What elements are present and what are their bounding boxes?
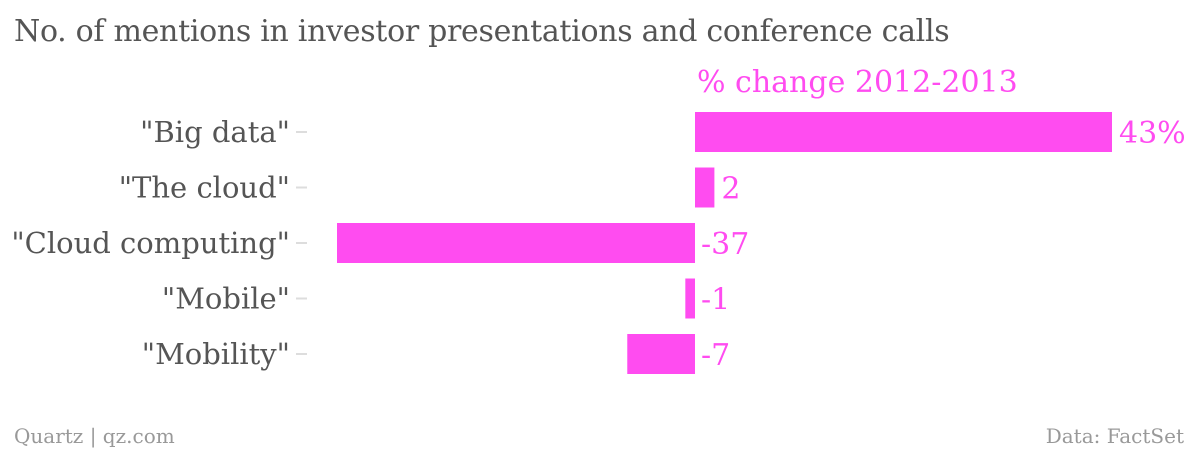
value-label: -37 [701, 227, 749, 262]
bar [627, 334, 695, 374]
category-label: "The cloud" [119, 171, 290, 205]
bar [685, 278, 695, 319]
bar [695, 167, 715, 208]
category-label: "Mobile" [162, 282, 290, 316]
bar [337, 223, 695, 263]
bar [695, 112, 1112, 152]
chart-title: No. of mentions in investor presentation… [14, 14, 950, 49]
value-label: -7 [701, 338, 730, 373]
value-label: -1 [701, 283, 730, 318]
footer-source-left: Quartz | qz.com [14, 424, 175, 448]
series-heading: % change 2012-2013 [697, 65, 1018, 100]
footer-source-right: Data: FactSet [1045, 424, 1184, 448]
bars-layer: "Big data" 43% "The cloud" 2 "Cloud computin… [11, 112, 1186, 374]
value-label: 43% [1119, 116, 1186, 151]
category-label: "Cloud computing" [11, 226, 290, 260]
value-label: 2 [721, 172, 740, 207]
category-label: "Mobility" [142, 337, 290, 371]
category-label: "Big data" [140, 115, 290, 149]
